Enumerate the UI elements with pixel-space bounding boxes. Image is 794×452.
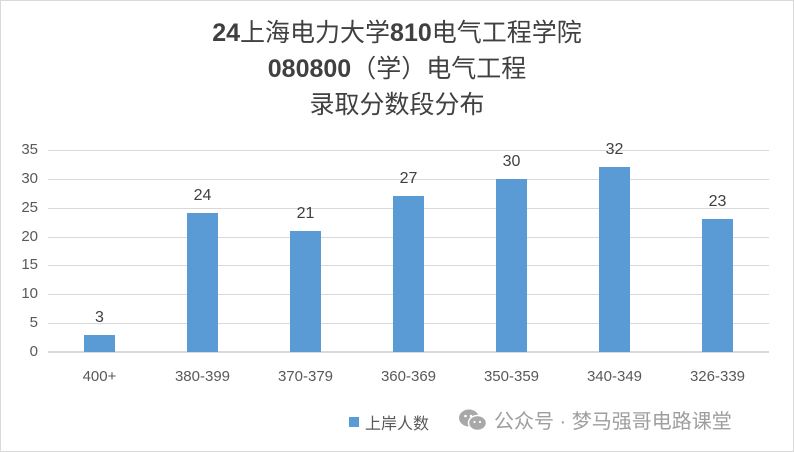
data-label: 32 — [605, 141, 624, 159]
watermark-text: 公众号 · 梦马强哥电路课堂 — [494, 411, 732, 433]
watermark: 公众号 · 梦马强哥电路课堂 — [458, 405, 732, 434]
x-tick-label: 360-369 — [380, 368, 437, 385]
title-year: 24 — [212, 19, 241, 47]
title-code: 810 — [390, 19, 432, 47]
bar — [599, 167, 630, 352]
x-tick-label: 370-379 — [277, 368, 334, 385]
legend: 上岸人数 — [349, 410, 429, 434]
x-axis-line — [48, 351, 769, 353]
title-major: （学）电气工程 — [351, 55, 527, 83]
y-tick-label: 35 — [21, 141, 38, 158]
y-tick-label: 30 — [21, 169, 38, 187]
gridline — [48, 178, 769, 180]
chart-title-line-3: 录取分数段分布 — [309, 91, 485, 119]
data-label: 27 — [399, 170, 418, 188]
data-label: 23 — [708, 193, 727, 211]
chart-title-line-1: 24上海电力大学810电气工程学院 — [0, 18, 794, 49]
x-tick-label: 400+ — [82, 368, 117, 385]
title-school: 电气工程学院 — [431, 19, 582, 47]
bar — [496, 178, 527, 352]
y-tick-label: 10 — [21, 285, 38, 303]
x-tick-label: 340-349 — [586, 368, 643, 385]
bar — [702, 219, 733, 352]
y-tick-label: 15 — [21, 256, 38, 274]
gridline — [48, 150, 769, 151]
y-tick-label: 25 — [21, 198, 38, 216]
title-university: 上海电力大学 — [240, 19, 391, 47]
bar — [290, 230, 321, 352]
x-tick-label: 350-359 — [483, 368, 540, 385]
bar — [187, 213, 218, 352]
legend-label: 上岸人数 — [365, 416, 430, 433]
x-tick-label: 326-339 — [689, 368, 746, 385]
data-label: 3 — [95, 308, 104, 326]
legend-swatch — [349, 417, 359, 427]
bar — [84, 334, 115, 352]
y-tick-label: 20 — [21, 227, 38, 245]
x-tick-label: 380-399 — [174, 368, 231, 385]
y-tick-label: 0 — [29, 343, 38, 360]
y-tick-label: 5 — [29, 314, 38, 332]
title-major-code: 080800 — [267, 55, 352, 83]
data-label: 24 — [193, 187, 212, 205]
chart-title-line-2: 080800（学）电气工程 — [0, 54, 794, 85]
data-label: 30 — [502, 152, 521, 170]
data-label: 21 — [296, 204, 315, 222]
wechat-icon — [459, 409, 488, 431]
bar — [393, 196, 424, 352]
